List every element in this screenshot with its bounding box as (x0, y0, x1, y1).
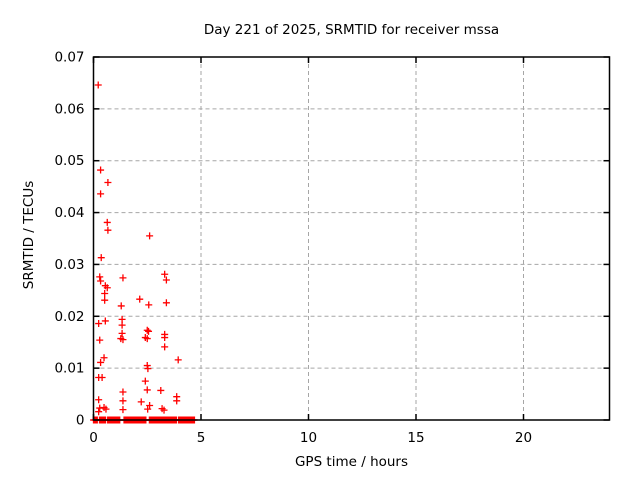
y-tick-label: 0.04 (54, 205, 84, 221)
scatter-point (162, 276, 170, 284)
scatter-point (145, 327, 153, 335)
scatter-point (101, 317, 109, 325)
scatter-point (101, 296, 109, 304)
scatter-point (95, 320, 103, 328)
scatter-point (144, 365, 152, 373)
scatter-point (119, 274, 127, 282)
scatter-point (157, 386, 165, 394)
scatter-point (97, 190, 105, 198)
y-tick-label: 0.01 (54, 361, 84, 377)
scatter-point (103, 218, 111, 226)
scatter-point (118, 329, 126, 337)
scatter-point (144, 405, 152, 413)
scatter-point (146, 232, 154, 240)
scatter-point (143, 335, 151, 343)
scatter-point (104, 226, 112, 234)
scatter-point (96, 336, 104, 344)
scatter-point (119, 336, 127, 344)
scatter-point (97, 166, 105, 174)
scatter-point (143, 326, 151, 334)
scatter-point (160, 406, 168, 414)
x-tick-label: 20 (515, 430, 532, 446)
y-tick-label: 0.06 (54, 101, 84, 117)
y-tick-label: 0.02 (54, 309, 84, 325)
scatter-point (161, 334, 169, 342)
scatter-point (136, 295, 144, 303)
x-tick-label: 5 (197, 430, 206, 446)
scatter-point (174, 356, 182, 364)
chart-title: Day 221 of 2025, SRMTID for receiver mss… (203, 22, 500, 38)
scatter-point (97, 277, 105, 285)
scatter-point (96, 404, 104, 412)
scatter-point (96, 273, 104, 281)
y-tick-label: 0 (76, 413, 85, 429)
x-tick-label: 15 (407, 430, 424, 446)
x-tick-label: 0 (89, 430, 98, 446)
y-tick-label: 0.03 (54, 257, 84, 273)
scatter-point (161, 343, 169, 351)
x-axis-label: GPS time / hours (294, 454, 409, 470)
scatter-point (118, 321, 126, 329)
scatter-point (95, 408, 103, 416)
scatter-point (97, 358, 105, 366)
scatter-point (98, 373, 106, 381)
scatter-point (104, 178, 112, 186)
scatter-point (161, 270, 169, 278)
y-tick-label: 0.07 (54, 50, 84, 66)
scatter-point (100, 354, 108, 362)
x-tick-label: 10 (300, 430, 317, 446)
scatter-point (94, 81, 102, 89)
scatter-point (97, 254, 105, 262)
scatter-point (146, 401, 154, 409)
scatter-point (145, 301, 153, 309)
scatter-point (95, 396, 103, 404)
scatter-point (162, 299, 170, 307)
scatter-point (119, 388, 127, 396)
scatter-point (137, 398, 145, 406)
scatter-point (102, 405, 110, 413)
scatter-point (103, 284, 111, 292)
plot-border (92, 56, 611, 421)
scatter-point (119, 406, 127, 414)
scatter-point (143, 386, 151, 394)
y-tick-label: 0.05 (54, 153, 84, 169)
scatter-point (173, 397, 181, 405)
scatter-point (117, 302, 125, 310)
scatter-point (101, 289, 109, 297)
scatter-point (141, 377, 149, 385)
scatter-point (119, 397, 127, 405)
